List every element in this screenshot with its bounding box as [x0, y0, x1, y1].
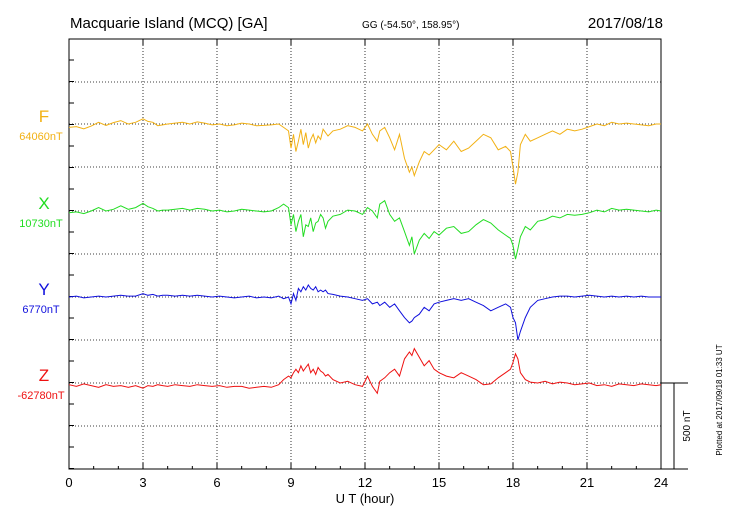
- x-tick-label: 24: [654, 475, 668, 490]
- date-label: 2017/08/18: [588, 15, 663, 32]
- x-tick-label: 3: [139, 475, 146, 490]
- series-name-f: F: [39, 107, 49, 126]
- scale-bar: 500 nT: [661, 382, 693, 470]
- scale-label: 500 nT: [682, 410, 693, 441]
- coords-label: GG (-54.50°, 158.95°): [362, 20, 460, 31]
- series-name-z: Z: [39, 366, 49, 385]
- plotted-note: Plotted at 2017/09/18 01:33 UT: [715, 344, 724, 455]
- series-line-x: [68, 199, 662, 260]
- series-line-z: [68, 347, 662, 395]
- grid-lines: [69, 39, 661, 469]
- x-axis-label: U T (hour): [336, 491, 395, 506]
- series-line-f: [68, 118, 661, 185]
- x-tick-label: 6: [213, 475, 220, 490]
- series-base-f: 64060nT: [19, 131, 63, 143]
- x-tick-label: 12: [358, 475, 372, 490]
- x-tick-label: 9: [287, 475, 294, 490]
- station-title: Macquarie Island (MCQ) [GA]: [70, 15, 268, 32]
- x-tick-marks: [68, 39, 662, 469]
- x-tick-labels: 0 3 6 9 12 15 18 21 24: [65, 475, 668, 490]
- series-name-x: X: [38, 194, 49, 213]
- plot-frame: [68, 38, 662, 470]
- x-tick-label: 18: [506, 475, 520, 490]
- series-lines: [68, 118, 662, 395]
- series-labels: F 64060nT X 10730nT Y 6770nT Z -62780nT: [17, 107, 64, 402]
- series-base-y: 6770nT: [22, 304, 60, 316]
- series-base-x: 10730nT: [19, 218, 63, 230]
- series-name-y: Y: [38, 280, 49, 299]
- x-tick-label: 15: [432, 475, 446, 490]
- series-base-z: -62780nT: [17, 390, 64, 402]
- series-line-y: [68, 284, 661, 341]
- x-tick-label: 21: [580, 475, 594, 490]
- x-tick-label: 0: [65, 475, 72, 490]
